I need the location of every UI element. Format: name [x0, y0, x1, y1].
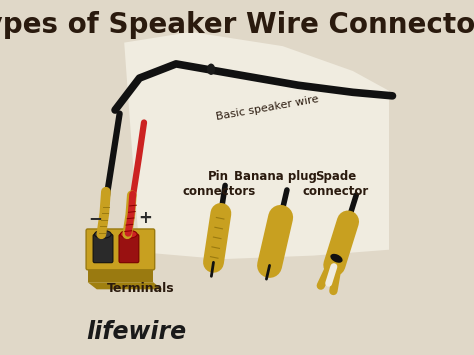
Text: Types of Speaker Wire Connectors: Types of Speaker Wire Connectors — [0, 11, 474, 39]
Ellipse shape — [208, 64, 214, 74]
Polygon shape — [88, 282, 162, 289]
Text: Spade
connector: Spade connector — [303, 170, 369, 198]
Text: Pin
connectors: Pin connectors — [182, 170, 255, 198]
FancyBboxPatch shape — [119, 234, 139, 263]
Ellipse shape — [120, 230, 137, 238]
Text: +: + — [138, 209, 152, 227]
FancyBboxPatch shape — [93, 234, 113, 263]
Polygon shape — [88, 268, 153, 282]
Text: −: − — [88, 209, 102, 227]
Text: Basic speaker wire: Basic speaker wire — [215, 94, 319, 122]
Text: Banana plug: Banana plug — [234, 170, 317, 184]
Text: Terminals: Terminals — [107, 282, 175, 295]
Ellipse shape — [94, 230, 111, 238]
Ellipse shape — [330, 254, 343, 263]
FancyBboxPatch shape — [86, 229, 155, 270]
Text: lifewire: lifewire — [86, 320, 186, 344]
Polygon shape — [124, 32, 405, 259]
